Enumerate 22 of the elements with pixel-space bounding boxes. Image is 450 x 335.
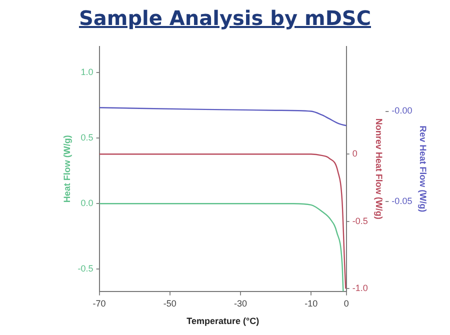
- chart-title: Sample Analysis by mDSC: [78, 6, 372, 32]
- line-series: [99, 107, 346, 126]
- x-tick-label: 0: [344, 298, 349, 308]
- x-tick-label: -70: [92, 298, 106, 308]
- y-axis-title: Heat Flow (W/g): [62, 135, 72, 203]
- line-series: [99, 153, 346, 290]
- y3-axis-title: Rev Heat Flow (W/g): [418, 126, 428, 212]
- line-series: [99, 203, 344, 292]
- y3-tick-label: -0.00: [392, 106, 412, 116]
- x-tick-label: -50: [163, 298, 176, 308]
- x-tick-label: -30: [234, 298, 247, 308]
- y2-axis-title: Nonrev Heat Flow (W/g): [374, 118, 384, 220]
- y-tick-label: 0.5: [80, 132, 94, 143]
- y3-tick-label: -0.05: [392, 196, 412, 206]
- y-tick-label: -0.5: [78, 264, 94, 274]
- x-axis-title: Temperature (°C): [186, 316, 260, 326]
- y2-tick-label: -0.5: [352, 216, 368, 226]
- x-tick-label: -10: [304, 298, 318, 308]
- y2-tick-label: -1.0: [352, 283, 368, 294]
- y-tick-label: 1.0: [80, 67, 94, 78]
- y2-tick-label: 0: [352, 148, 358, 159]
- y-tick-label: 0.0: [80, 198, 94, 208]
